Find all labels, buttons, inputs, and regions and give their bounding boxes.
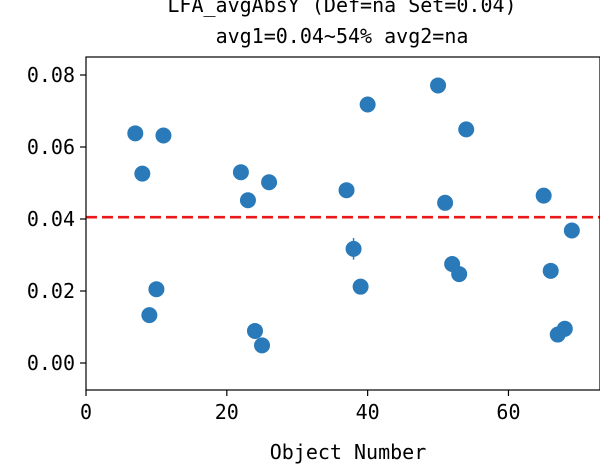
y-tick-label: 0.04 <box>27 207 75 231</box>
data-point <box>148 281 165 298</box>
data-point <box>437 194 454 211</box>
data-point <box>232 164 249 181</box>
data-point <box>345 240 362 257</box>
data-point <box>246 322 263 339</box>
data-point <box>563 222 580 239</box>
data-point <box>352 278 369 295</box>
y-tick-label: 0.06 <box>27 135 75 159</box>
y-tick-label: 0.02 <box>27 279 75 303</box>
x-tick-label: 60 <box>496 400 520 424</box>
data-point <box>556 320 573 337</box>
chart-title-line1: LFA_avgAbsY (Def=na Set=0.04) <box>167 0 516 17</box>
plot-area <box>86 77 600 354</box>
data-point <box>141 307 158 324</box>
data-point <box>458 121 475 138</box>
plot-frame <box>85 56 600 391</box>
chart-title-line2: avg1=0.04~54% avg2=na <box>216 24 469 48</box>
data-point <box>254 337 271 354</box>
y-tick-label: 0.08 <box>27 63 75 87</box>
data-point <box>338 182 355 199</box>
axes: 0 20 40 60 0.00 0.02 0.04 0.06 0.08 <box>27 63 521 424</box>
y-tick-label: 0.00 <box>27 351 75 375</box>
data-point <box>239 192 256 209</box>
x-tick-label: 20 <box>215 400 239 424</box>
x-tick-label: 40 <box>356 400 380 424</box>
data-point <box>155 127 172 144</box>
data-point <box>542 262 559 279</box>
data-point <box>430 77 447 94</box>
data-point <box>535 187 552 204</box>
data-point <box>134 165 151 182</box>
data-point <box>127 125 144 142</box>
x-tick-label: 0 <box>80 400 92 424</box>
data-point <box>359 96 376 113</box>
x-axis-label: Object Number <box>270 440 427 464</box>
data-point <box>451 266 468 283</box>
data-point <box>261 174 278 191</box>
